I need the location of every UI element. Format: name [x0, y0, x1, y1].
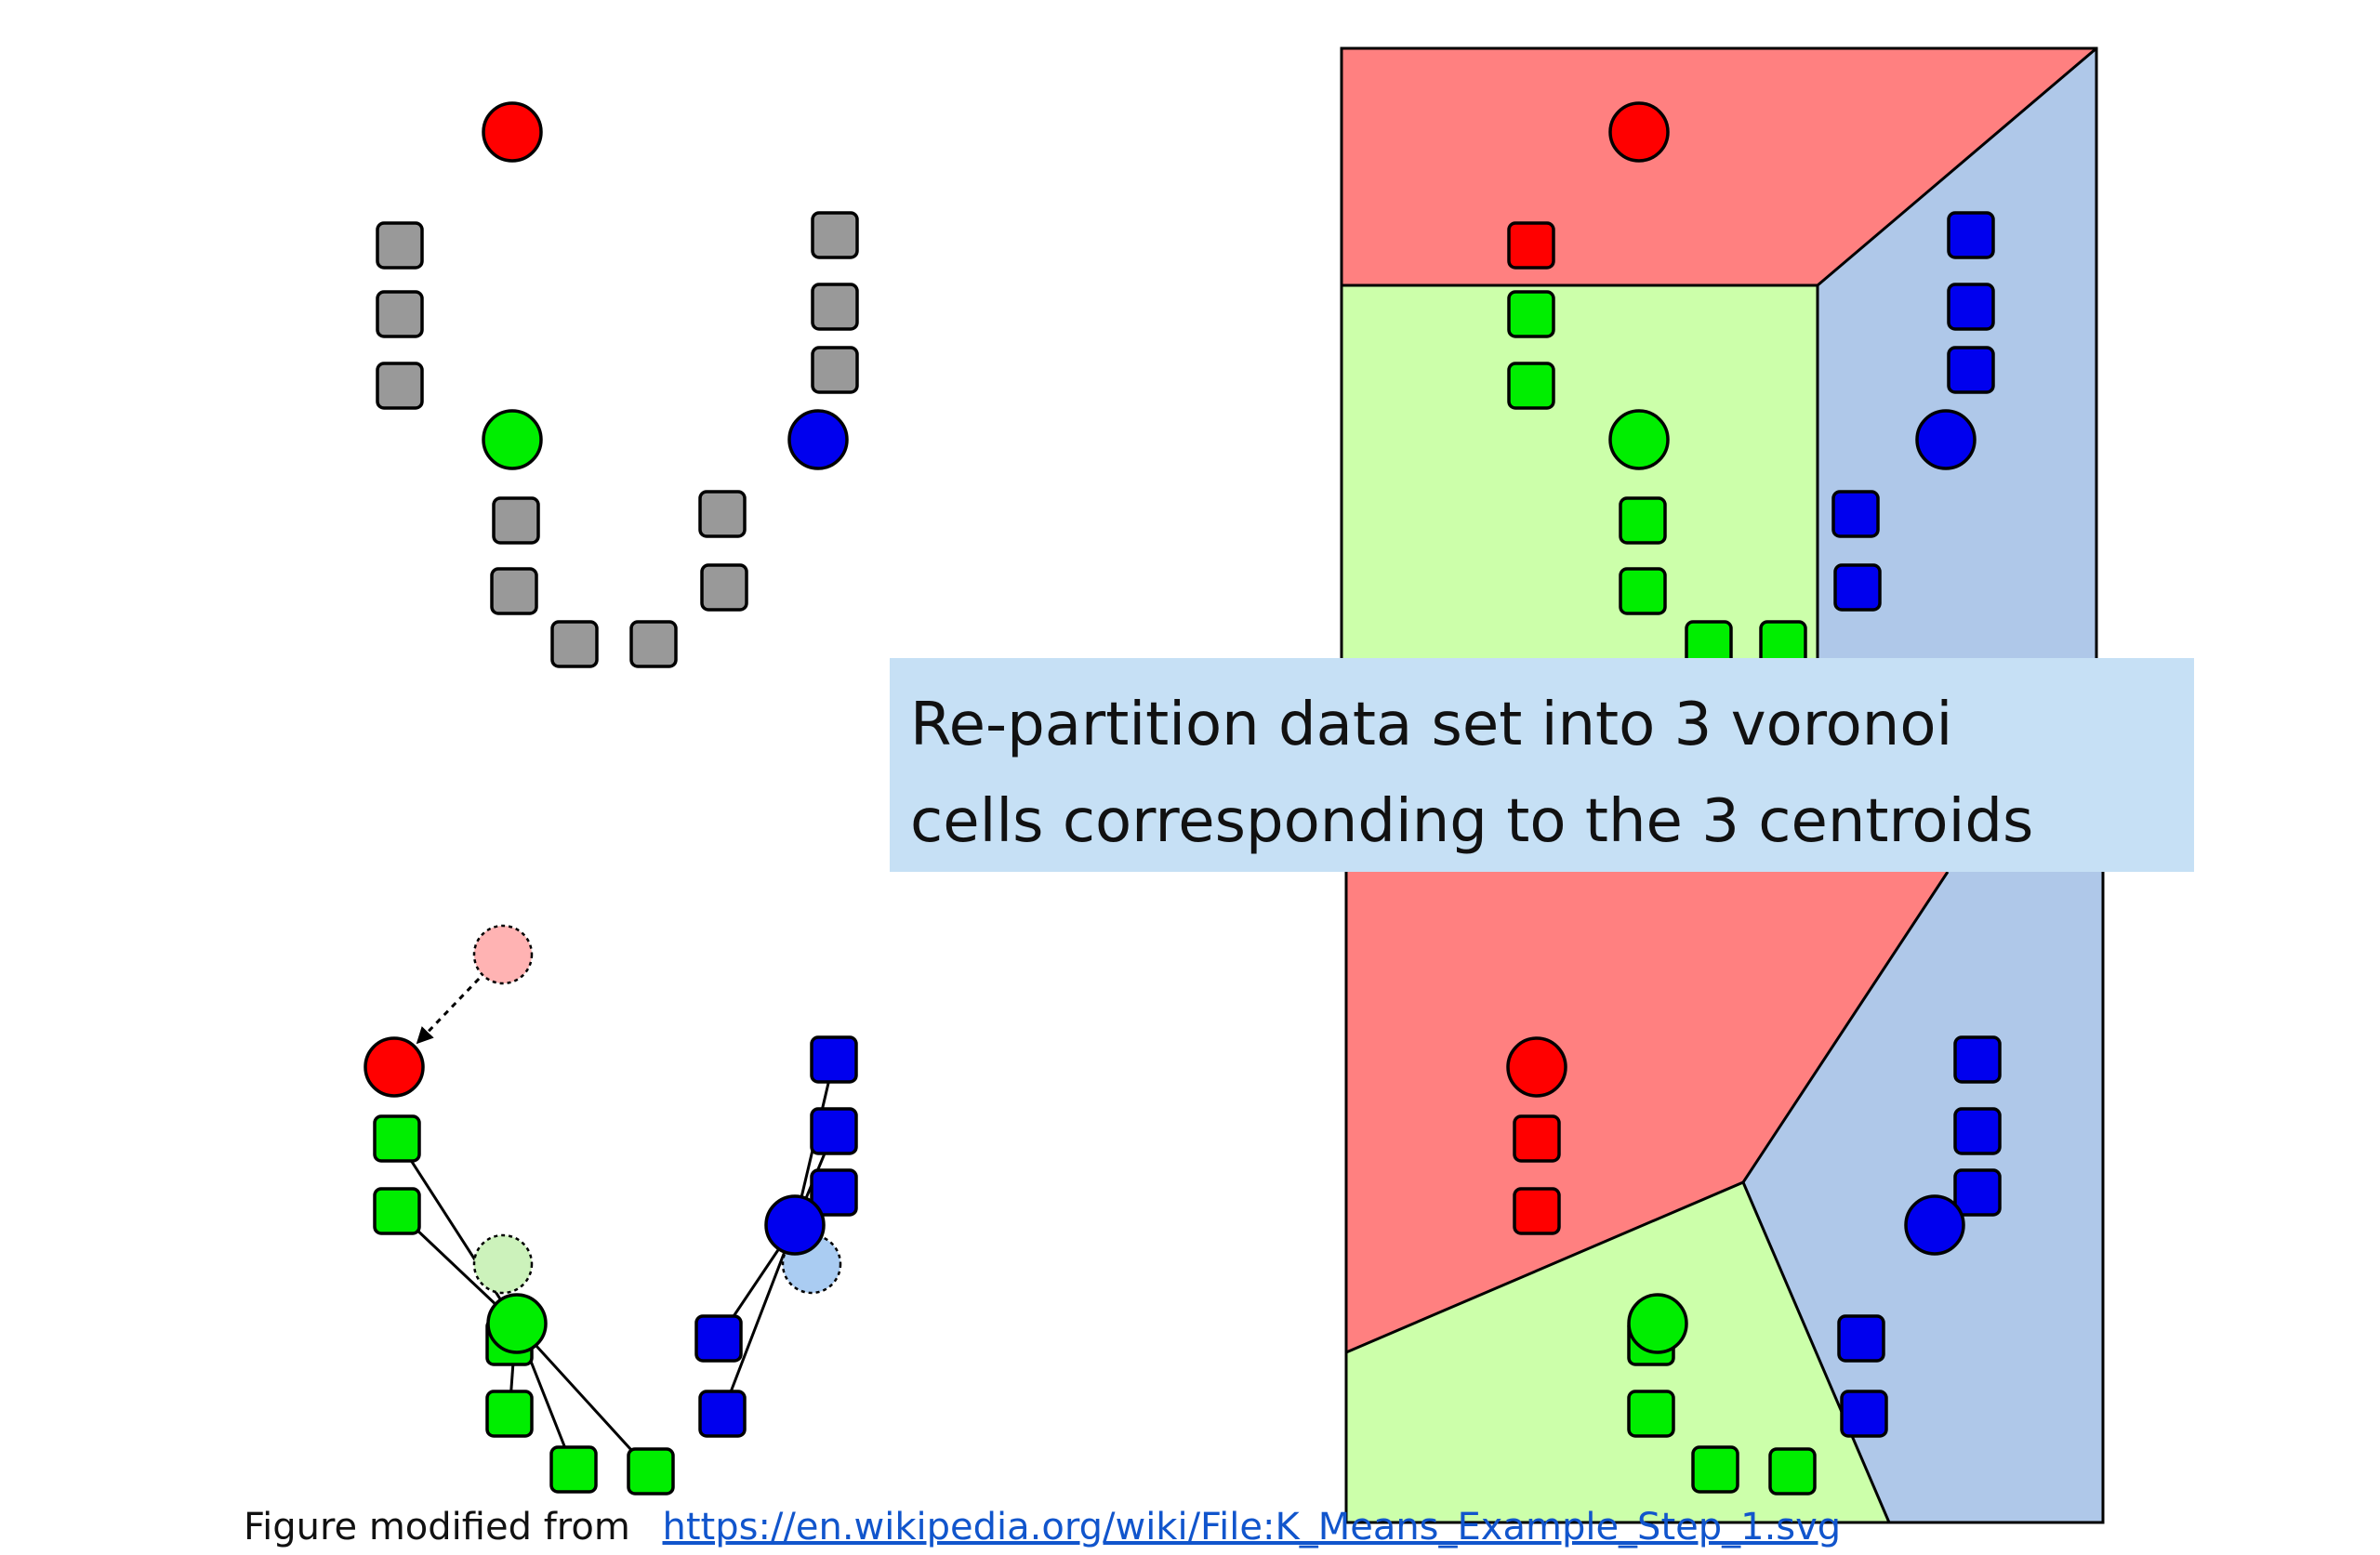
data-point: [811, 211, 859, 259]
voronoi-cell-green: [1342, 285, 1818, 660]
data-point: [376, 221, 424, 270]
centroid-green: [482, 409, 543, 470]
data-point: [1513, 1114, 1561, 1163]
voronoi-boundary: [1817, 46, 2097, 287]
centroid-blue: [1904, 1194, 1965, 1256]
data-point: [1837, 1314, 1885, 1363]
data-point: [1627, 1390, 1675, 1438]
data-point: [1507, 290, 1555, 338]
data-point: [373, 1114, 421, 1163]
voronoi-cell-red: [1346, 872, 1948, 1352]
centroid-red: [364, 1036, 425, 1098]
data-point: [550, 620, 599, 668]
panel-initial-centroids: [376, 101, 859, 668]
assignment-line: [395, 1138, 518, 1324]
data-point: [1513, 1187, 1561, 1235]
data-point: [1619, 496, 1667, 545]
voronoi-cell-green: [1346, 1182, 1889, 1522]
data-point: [376, 290, 424, 338]
data-point: [1768, 1447, 1817, 1496]
centroid-green: [1627, 1293, 1688, 1354]
data-point: [1619, 567, 1667, 615]
centroid-green: [486, 1293, 548, 1354]
previous-centroid-green: [472, 1233, 534, 1295]
data-point: [1507, 362, 1555, 410]
data-point: [373, 1187, 421, 1235]
data-point: [1953, 1035, 2002, 1084]
panel-frame: [1344, 872, 2105, 1524]
data-point: [811, 283, 859, 331]
centroid-blue: [787, 409, 849, 470]
voronoi-boundary: [1741, 1181, 1891, 1523]
data-point: [811, 346, 859, 394]
panel-voronoi-assignment-bottom: [1344, 871, 2105, 1524]
data-point: [549, 1445, 598, 1494]
callout-line-1: Re-partition data set into 3 voronoi: [910, 691, 1953, 759]
data-point: [810, 1168, 858, 1217]
data-point: [698, 1390, 747, 1438]
data-point: [1507, 221, 1555, 270]
panel-centroid-update: [364, 924, 858, 1496]
data-point: [700, 563, 748, 612]
data-point: [1833, 563, 1882, 612]
centroid-move-arrow: [416, 953, 504, 1045]
data-point: [1831, 490, 1880, 538]
data-point: [1953, 1107, 2002, 1155]
data-point: [490, 567, 538, 615]
centroid-red: [1506, 1036, 1567, 1098]
data-point: [698, 490, 747, 538]
callout-line-2: cells corresponding to the 3 centroids: [910, 787, 2034, 856]
assignment-line: [514, 1322, 653, 1473]
data-point: [492, 496, 540, 545]
data-point: [1691, 1445, 1739, 1494]
data-point: [810, 1035, 858, 1084]
centroid-blue: [1915, 409, 1977, 470]
centroid-red: [1608, 101, 1670, 163]
centroid-green: [1608, 409, 1670, 470]
data-point: [1947, 283, 1995, 331]
figure-caption: Figure modified from https://en.wikipedi…: [244, 1501, 1841, 1553]
caption-prefix: Figure modified from: [244, 1506, 630, 1548]
data-point: [485, 1390, 534, 1438]
centroid-red: [482, 101, 543, 163]
data-point: [376, 362, 424, 410]
data-point: [810, 1107, 858, 1155]
explanation-callout: Re-partition data set into 3 voronoi cel…: [890, 658, 2194, 872]
data-point: [694, 1314, 743, 1363]
previous-centroid-red: [472, 924, 534, 985]
data-point: [1947, 211, 1995, 259]
source-link[interactable]: https://en.wikipedia.org/wiki/File:K_Mea…: [662, 1506, 1842, 1548]
panel-voronoi-assignment-top: [1340, 46, 2098, 682]
data-point: [629, 620, 678, 668]
centroid-blue: [764, 1194, 826, 1256]
data-point: [627, 1447, 675, 1496]
data-point: [1947, 346, 1995, 394]
data-point: [1953, 1168, 2002, 1217]
data-point: [1840, 1390, 1888, 1438]
